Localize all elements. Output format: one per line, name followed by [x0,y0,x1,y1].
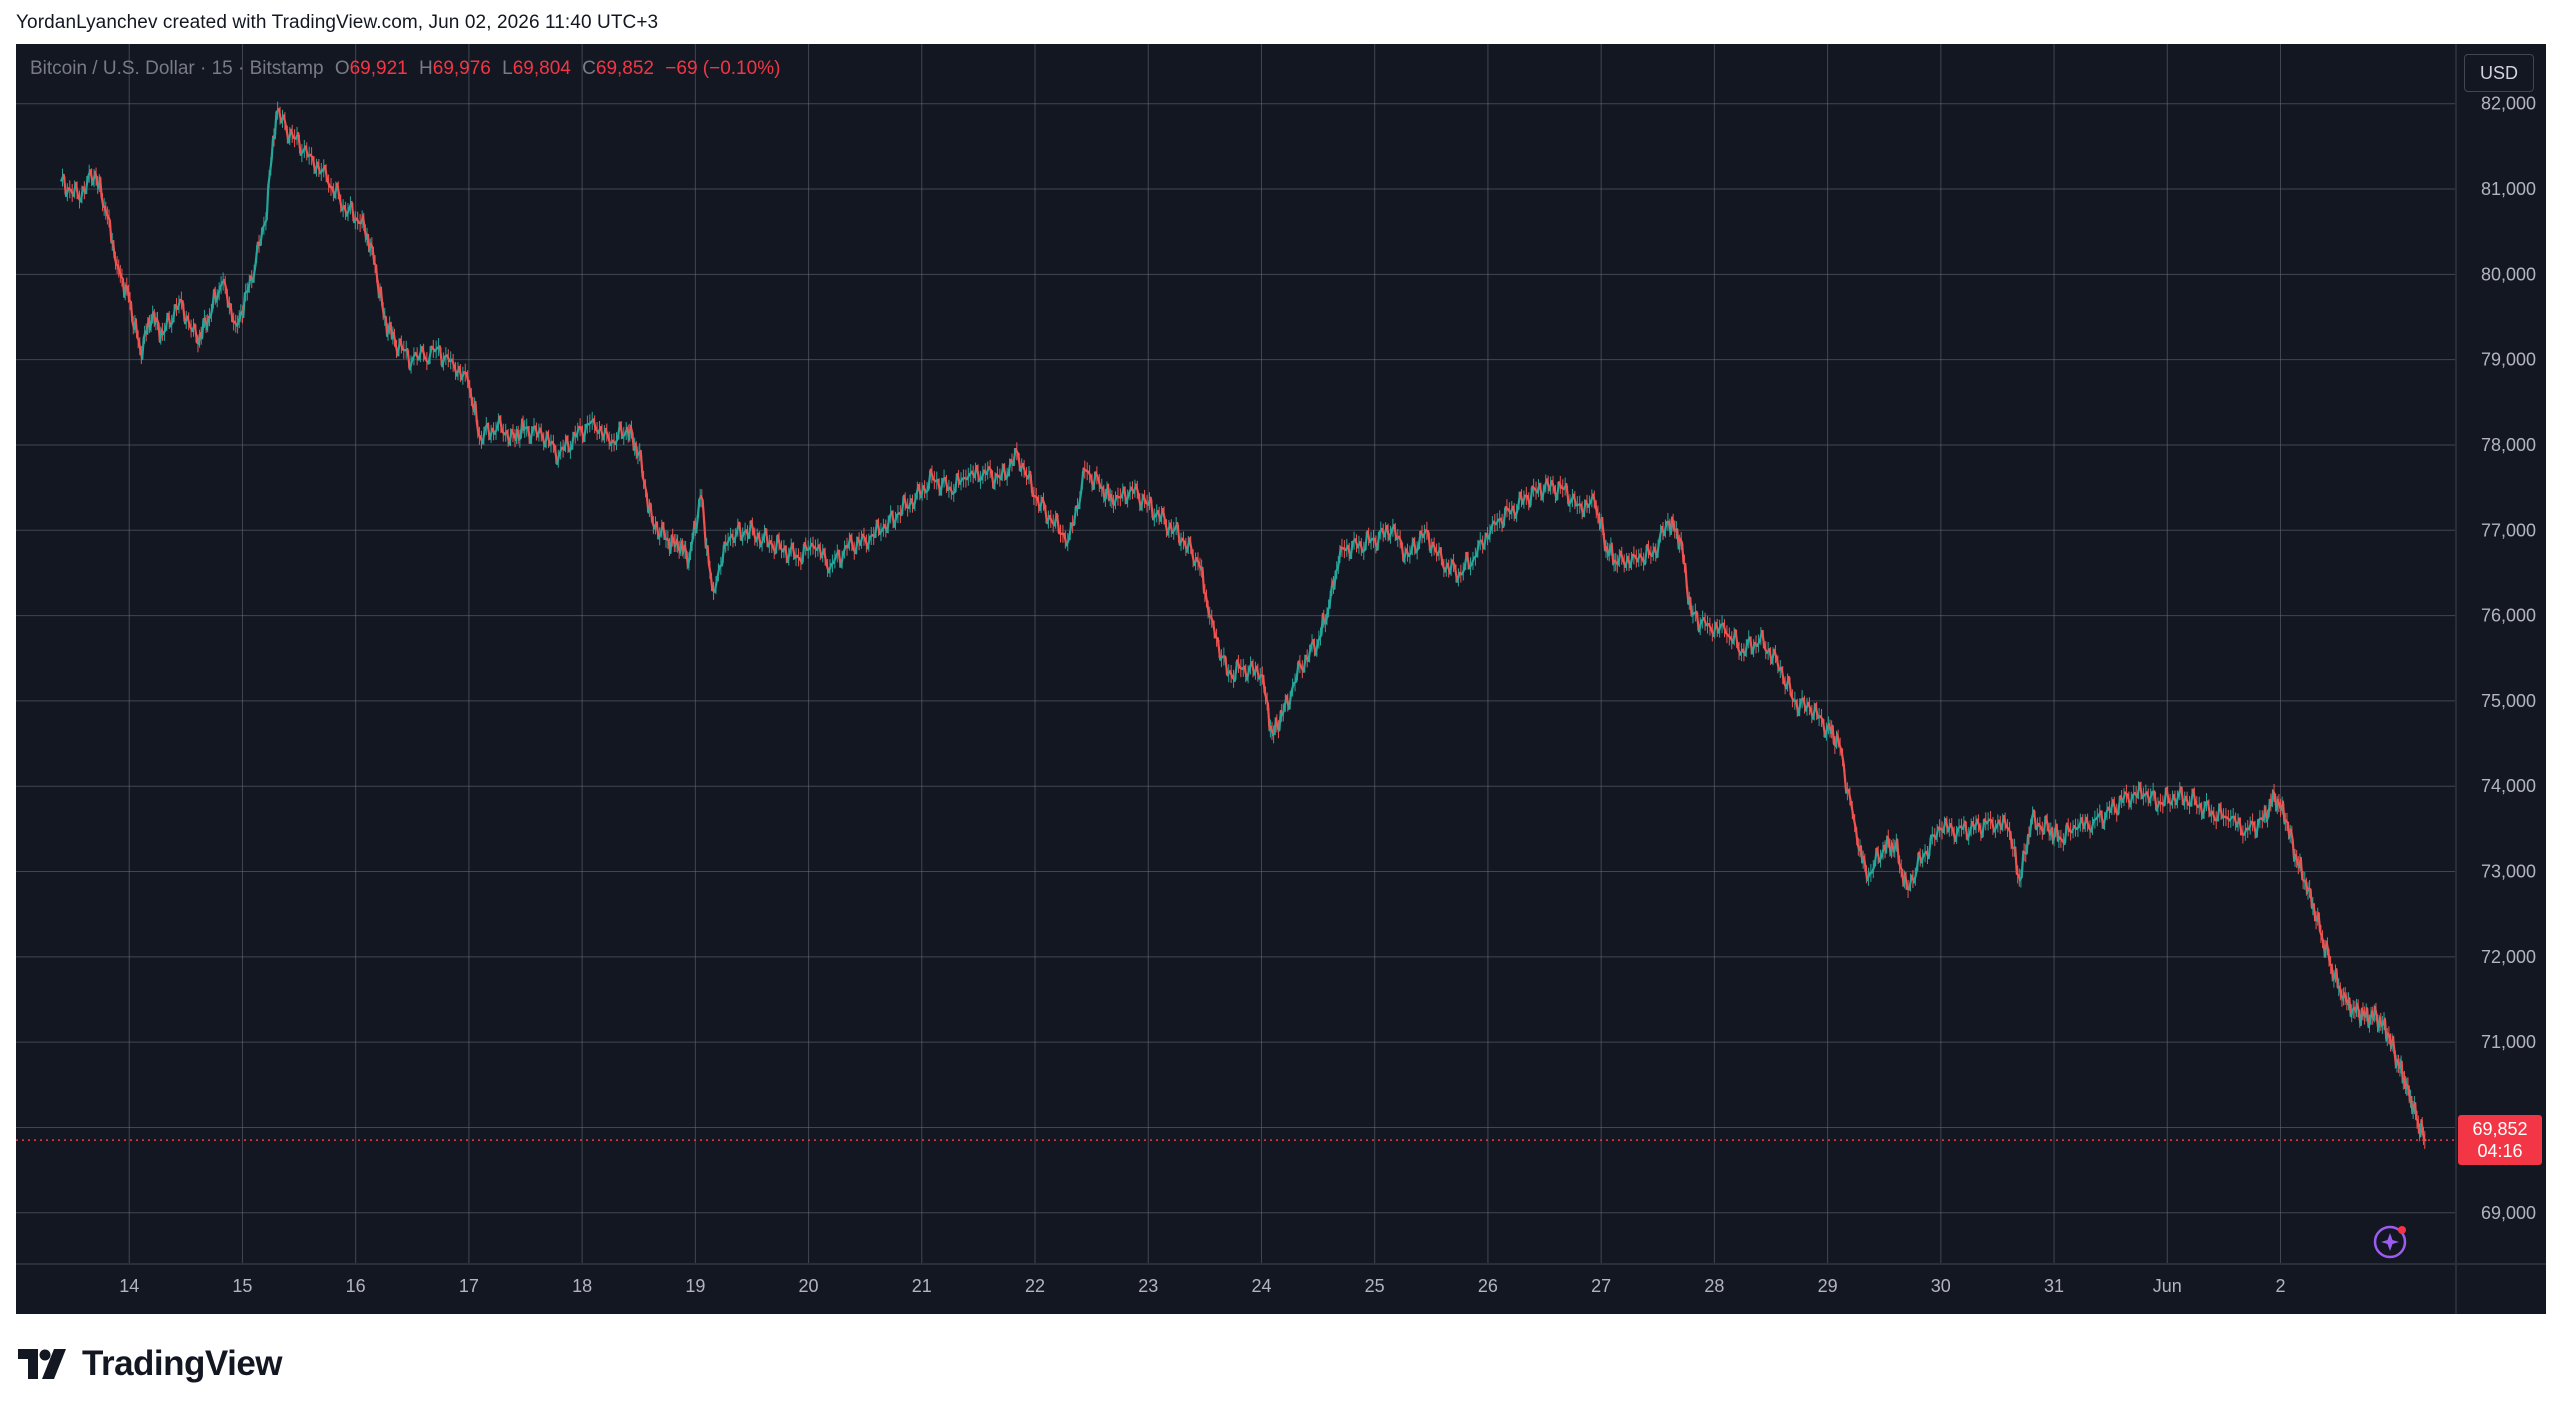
chart-credit: YordanLyanchev created with TradingView.… [16,12,659,33]
x-tick-label: 22 [1025,1276,1045,1296]
symbol-name[interactable]: Bitcoin / U.S. Dollar · 15 · Bitstamp [30,58,324,79]
change-value: −69 (−0.10%) [665,58,781,79]
last-price-tag: 69,852 04:16 [2458,1115,2542,1166]
open-label: O [334,58,350,79]
series-layer [60,101,2427,1149]
y-tick-label: 69,000 [2481,1203,2536,1223]
y-tick-label: 74,000 [2481,776,2536,796]
x-tick-label: 24 [1251,1276,1271,1296]
sparkle-assistant-icon[interactable] [2370,1222,2410,1262]
x-tick-label: 18 [572,1276,592,1296]
close-value: 69,852 [595,58,654,79]
high-label: H [419,58,433,79]
x-tick-label: 17 [459,1276,479,1296]
x-tick-label: 21 [912,1276,932,1296]
high-value: 69,976 [432,58,491,79]
y-tick-label: 82,000 [2481,94,2536,114]
last-price-value: 69,852 [2472,1119,2528,1140]
x-tick-label: 2 [2275,1276,2285,1296]
low-label: L [502,58,513,79]
x-tick-label: Jun [2153,1276,2182,1296]
x-tick-label: 16 [346,1276,366,1296]
chart-area[interactable]: 82,000 81,000 80,000 79,000 78,000 77,000 76,0… [16,44,2546,1314]
x-tick-label: 19 [685,1276,705,1296]
x-tick-label: 15 [232,1276,252,1296]
brand-name: TradingView [82,1344,283,1383]
x-tick-label: 26 [1478,1276,1498,1296]
y-tick-label: 75,000 [2481,691,2536,711]
y-tick-label: 77,000 [2481,520,2536,540]
y-tick-label: 71,000 [2481,1032,2536,1052]
x-tick-label: 31 [2044,1276,2064,1296]
x-tick-label: 27 [1591,1276,1611,1296]
price-axis: 82,000 81,000 80,000 79,000 78,000 77,000 76,0… [2481,94,2536,1223]
currency-button[interactable]: USD [2464,54,2534,92]
y-tick-label: 76,000 [2481,606,2536,626]
grid [16,44,2546,1314]
y-tick-label: 78,000 [2481,435,2536,455]
y-tick-label: 81,000 [2481,179,2536,199]
low-value: 69,804 [512,58,571,79]
tradingview-logo-icon [18,1349,66,1379]
x-tick-label: 14 [119,1276,139,1296]
x-tick-label: 20 [799,1276,819,1296]
y-tick-label: 73,000 [2481,862,2536,882]
symbol-legend: Bitcoin / U.S. Dollar · 15 · Bitstamp O6… [30,58,780,80]
open-value: 69,921 [349,58,408,79]
y-tick-label: 72,000 [2481,947,2536,967]
bar-countdown: 04:16 [2477,1141,2523,1162]
x-tick-label: 25 [1365,1276,1385,1296]
close-label: C [582,58,596,79]
x-tick-label: 28 [1704,1276,1724,1296]
x-tick-label: 29 [1818,1276,1838,1296]
time-axis: 14 15 16 17 18 19 20 21 22 23 24 25 26 27 28 29 30 31 Jun 2 [119,1276,2285,1296]
price-chart[interactable]: 82,000 81,000 80,000 79,000 78,000 77,000 76,0… [16,44,2546,1314]
x-tick-label: 30 [1931,1276,1951,1296]
y-tick-label: 80,000 [2481,264,2536,284]
x-tick-label: 23 [1138,1276,1158,1296]
y-tick-label: 79,000 [2481,350,2536,370]
brand-logo[interactable]: TradingView [18,1344,283,1384]
